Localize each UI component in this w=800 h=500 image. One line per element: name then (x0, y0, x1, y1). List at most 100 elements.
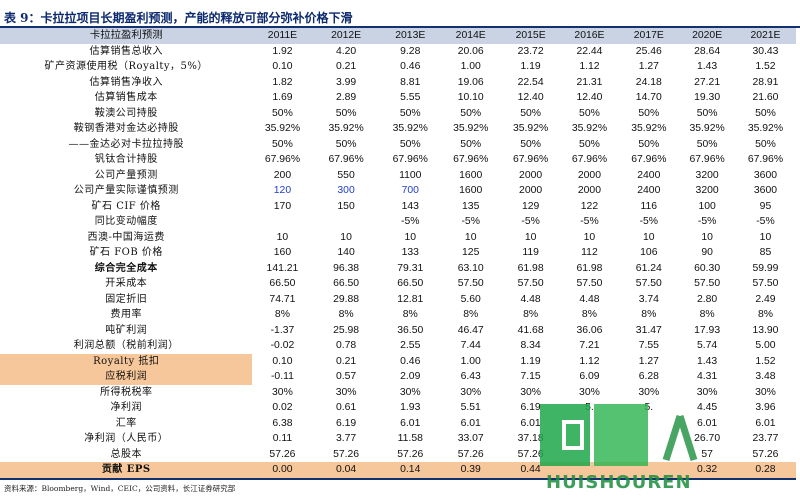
cell-value: 57.50 (635, 278, 662, 289)
cell-value: 1.19 (520, 355, 541, 367)
row-label: 开采成本 (105, 278, 148, 289)
row-label: 矿石 CIF 价格 (91, 200, 161, 212)
cell-value: 2.49 (755, 293, 776, 305)
cell-value: 67.96% (689, 154, 725, 165)
cell-value: 67.96% (631, 154, 667, 165)
cell-value: 10 (524, 231, 537, 243)
header-year: 2014E (440, 28, 501, 44)
watermark-block-left (540, 404, 590, 466)
cell-value: 112 (581, 247, 598, 258)
cell-value: 0.04 (312, 462, 380, 480)
cell-value: -5% (401, 216, 420, 227)
cell-value: 150 (337, 200, 355, 212)
cell-value: 8.34 (520, 340, 541, 351)
header-year: 2011E (252, 28, 313, 44)
table-row: 固定折旧 74.71 29.88 12.81 5.60 4.48 4.48 3.74 2.80 2… (0, 292, 796, 308)
cell-value: 30% (272, 386, 293, 398)
cell-value: 6.01 (696, 417, 718, 429)
cell-value: 0.61 (335, 402, 357, 413)
cell-value: 6.01 (460, 417, 481, 429)
cell-value: 50% (399, 107, 421, 119)
cell-value: 35.92% (453, 123, 489, 134)
table-row: 贡献 EPS 0.00 0.04 0.14 0.39 0.44 0.32 0.28 (0, 462, 796, 480)
row-label: 应税利润 (0, 369, 253, 385)
cell-value: 0.28 (734, 462, 796, 480)
cell-value: 35.92% (328, 123, 364, 134)
cell-value: 7.15 (520, 371, 541, 382)
cell-value: 61.24 (635, 262, 662, 274)
cell-value: 10 (583, 231, 596, 243)
table-row: 所得税税率 30% 30% 30% 30% 30% 30% 30% 30% 30% (0, 385, 796, 401)
cell-value (312, 214, 379, 230)
table-row: 公司产量预测 200 550 1100 1600 2000 2000 2400 3200 3600 (0, 168, 796, 184)
cell-value: 4.48 (520, 293, 541, 305)
cell-value: 50% (520, 138, 541, 150)
cell-value: 30% (399, 386, 421, 398)
cell-value: 5. (644, 402, 654, 413)
cell-value: 30% (579, 386, 600, 398)
cell-value: -5% (756, 216, 775, 227)
cell-value: 5.74 (696, 340, 718, 351)
cell-value: 3600 (753, 185, 778, 196)
cell-value: 67.96% (392, 154, 428, 165)
cell-value: 25.46 (635, 45, 662, 57)
cell-value: 1.69 (272, 92, 293, 103)
cell-value: 57 (701, 448, 713, 460)
cell-value: 1.82 (272, 76, 293, 88)
cell-value: 10 (701, 231, 713, 243)
cell-value: 63.10 (457, 262, 484, 274)
cell-value: 0.78 (335, 340, 357, 351)
cell-value: 170 (273, 200, 292, 212)
header-year: 2017E (618, 28, 680, 44)
cell-value: 3.74 (638, 293, 659, 305)
row-label: 净利润 (110, 402, 142, 413)
cell-value: 3.99 (335, 76, 357, 88)
table-row: 综合完全成本 141.21 96.38 79.31 63.10 61.98 61.98 61.… (0, 261, 796, 277)
cell-value: 8.81 (400, 76, 421, 88)
cell-value: 8% (699, 309, 715, 320)
cell-value: 550 (337, 169, 355, 181)
cell-value: 8% (274, 309, 290, 320)
cell-value: 12.40 (517, 92, 544, 103)
cell-value: 19.30 (694, 92, 721, 103)
table-row: 西澳-中国海运费 10 10 10 10 10 10 10 10 10 (0, 230, 796, 246)
cell-value: 20.06 (457, 45, 484, 57)
cell-value: 8% (641, 309, 657, 320)
cell-value: 29.88 (333, 293, 360, 305)
cell-value: 57.50 (694, 278, 721, 289)
header-label: 卡拉拉盈利预测 (0, 28, 253, 44)
table-row: 鞍澳公司持股 50% 50% 50% 50% 50% 50% 50% 50% 50% (0, 106, 796, 122)
row-label: 利润总额（税前利润） (73, 340, 179, 351)
cell-value: 141.21 (266, 262, 299, 274)
cell-value: 23.77 (752, 433, 779, 444)
cell-value: 4.48 (579, 293, 600, 305)
row-label: 固定折旧 (105, 293, 148, 305)
row-label: 鞍钢香港对金达必持股 (73, 123, 179, 134)
cell-value: 46.47 (457, 324, 484, 336)
table-row: 钒钛合计持股 67.96% 67.96% 67.96% 67.96% 67.96% 67.9… (0, 152, 796, 168)
cell-value: 106 (640, 247, 658, 258)
cell-value: 10.10 (457, 92, 484, 103)
cell-value: 129 (521, 200, 540, 212)
cell-value: 119 (522, 247, 539, 258)
cell-value: 2.09 (400, 371, 421, 382)
cell-value: 0.46 (400, 355, 421, 367)
cell-value: 9.28 (400, 45, 421, 57)
cell-value: 3.48 (755, 371, 776, 382)
cell-value: 100 (698, 200, 716, 212)
cell-value: -5% (697, 216, 717, 227)
table-row: 汇率 6.38 6.19 6.01 6.01 6.01 6.01 6.01 (0, 416, 796, 432)
row-label: 估算销售成本 (94, 92, 158, 103)
cell-value: 31.47 (635, 324, 662, 336)
cell-value: 90 (701, 247, 713, 258)
cell-value: 3200 (695, 169, 719, 181)
row-label: Royalty 抵扣 (0, 353, 253, 369)
cell-value: 50% (696, 107, 718, 119)
table-row: 总股本 57.26 57.26 57.26 57.26 57.26 57 57.26 (0, 447, 796, 463)
row-label: 公司产量实际谨慎预测 (73, 185, 179, 196)
cell-value: 50% (335, 138, 357, 150)
cell-value: 21.31 (576, 76, 603, 88)
cell-value: 1.27 (638, 61, 659, 72)
cell-value: 67.96% (571, 154, 608, 165)
cell-value: 41.68 (517, 324, 544, 336)
